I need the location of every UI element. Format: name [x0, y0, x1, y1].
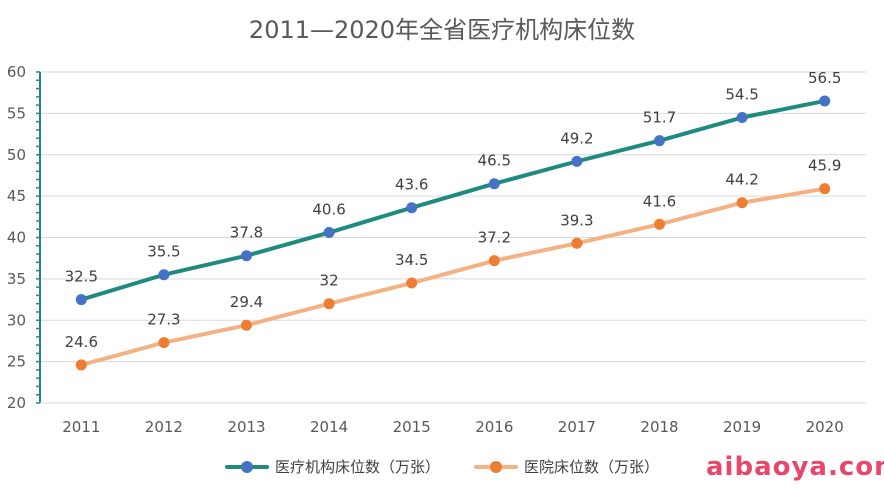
data-point-series-2-2014 — [323, 298, 335, 310]
data-label-series-1-2012: 35.5 — [147, 243, 180, 261]
data-point-series-1-2015 — [406, 202, 418, 214]
y-tick-label-55: 55 — [7, 104, 26, 122]
data-label-series-1-2017: 49.2 — [560, 129, 593, 147]
data-label-series-2-2013: 29.4 — [230, 293, 263, 311]
data-point-series-2-2018 — [654, 218, 665, 230]
x-tick-label-2015: 2015 — [393, 418, 431, 436]
data-label-series-2-2019: 44.2 — [725, 171, 758, 189]
y-tick-label-60: 60 — [7, 63, 26, 81]
data-point-series-1-2014 — [323, 227, 335, 239]
legend-marker-series-2 — [490, 460, 502, 473]
legend-label-series-1: 医疗机构床位数（万张） — [274, 458, 440, 476]
data-point-series-1-2012 — [158, 269, 170, 281]
data-label-series-1-2019: 54.5 — [725, 86, 758, 104]
data-point-series-1-2011 — [75, 294, 87, 306]
data-label-series-1-2015: 43.6 — [395, 176, 428, 194]
data-point-series-1-2018 — [654, 135, 665, 147]
legend-item-series-2: 医院床位数（万张） — [474, 456, 659, 477]
data-point-series-2-2012 — [158, 337, 170, 349]
data-point-series-2-2017 — [571, 237, 583, 249]
x-tick-label-2016: 2016 — [475, 418, 513, 436]
y-tick-label-25: 25 — [7, 353, 26, 371]
x-tick-label-2017: 2017 — [558, 418, 596, 436]
data-label-series-1-2018: 51.7 — [643, 109, 676, 127]
data-label-series-1-2020: 56.5 — [808, 69, 841, 87]
chart-title: 2011—2020年全省医疗机构床位数 — [248, 16, 636, 44]
legend-swatch-series-2 — [474, 460, 518, 473]
series-line-1 — [79, 98, 827, 302]
data-point-series-2-2019 — [736, 197, 748, 209]
data-point-series-2-2016 — [488, 255, 500, 267]
data-point-series-1-2019 — [736, 112, 748, 124]
y-tick-label-50: 50 — [7, 146, 26, 164]
data-label-series-2-2018: 41.6 — [643, 192, 676, 210]
series-line-2 — [79, 186, 827, 367]
x-tick-label-2020: 2020 — [806, 418, 844, 436]
data-point-series-1-2017 — [571, 155, 583, 167]
legend-swatch-series-1 — [224, 460, 269, 473]
data-label-series-2-2020: 45.9 — [808, 157, 841, 175]
data-label-series-2-2011: 24.6 — [65, 333, 98, 351]
data-point-series-2-2011 — [75, 359, 87, 371]
y-tick-label-35: 35 — [7, 270, 26, 288]
data-label-series-2-2016: 37.2 — [478, 229, 511, 247]
y-tick-label-20: 20 — [7, 394, 26, 412]
data-label-series-2-2015: 34.5 — [395, 251, 428, 269]
data-label-series-2-2014: 32 — [320, 272, 339, 290]
data-label-series-1-2014: 40.6 — [312, 201, 345, 219]
watermark: aibaoya.com — [706, 452, 884, 482]
data-point-series-2-2013 — [241, 319, 252, 331]
legend-label-series-2: 医院床位数（万张） — [524, 458, 660, 476]
x-tick-label-2019: 2019 — [723, 418, 761, 436]
x-tick-label-2014: 2014 — [310, 418, 348, 436]
y-tick-label-45: 45 — [7, 187, 26, 205]
legend-item-series-1: 医疗机构床位数（万张） — [224, 456, 440, 477]
data-point-series-1-2016 — [488, 178, 500, 190]
data-point-series-2-2015 — [406, 277, 418, 289]
data-label-series-2-2012: 27.3 — [147, 311, 180, 329]
data-point-series-1-2013 — [241, 250, 252, 262]
x-tick-label-2012: 2012 — [145, 418, 183, 436]
data-label-series-1-2016: 46.5 — [478, 152, 511, 170]
data-label-series-1-2013: 37.8 — [230, 224, 263, 242]
data-point-series-2-2020 — [819, 183, 831, 195]
y-tick-label-40: 40 — [7, 229, 26, 247]
data-label-series-1-2011: 32.5 — [65, 268, 98, 286]
data-label-series-2-2017: 39.3 — [560, 211, 593, 229]
x-tick-label-2011: 2011 — [62, 418, 100, 436]
data-point-series-1-2020 — [819, 95, 831, 107]
y-tick-label-30: 30 — [7, 311, 26, 329]
x-tick-label-2018: 2018 — [640, 418, 678, 436]
legend: 医疗机构床位数（万张） 医院床位数（万张） — [0, 456, 884, 477]
x-tick-label-2013: 2013 — [227, 418, 265, 436]
legend-marker-series-1 — [240, 460, 253, 473]
